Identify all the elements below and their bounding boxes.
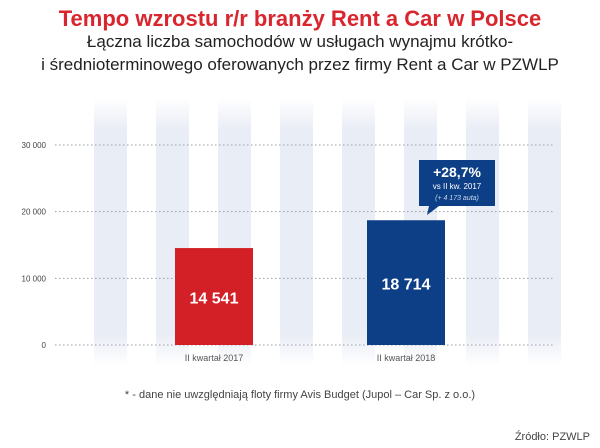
growth-callout: +28,7% vs II kw. 2017 (+ 4 173 auta): [419, 160, 495, 215]
chart-subtitle-line1: Łączna liczba samochodów w usługach wyna…: [86, 32, 514, 51]
y-axis-ticks: 0 10 000 20 000 30 000: [22, 141, 47, 350]
y-tick-label: 30 000: [22, 141, 47, 150]
gridlines: [55, 144, 555, 346]
bars: 14 541 18 714: [175, 220, 445, 345]
source-note: Źródło: PZWLP: [514, 431, 590, 443]
footnote: * - dane nie uwzględniają floty firmy Av…: [124, 389, 476, 401]
background-stripe: [280, 98, 313, 366]
y-tick-label: 20 000: [22, 208, 47, 217]
y-tick-label: 0: [42, 341, 47, 350]
bar-value-label: 14 541: [190, 291, 239, 308]
growth-percent: +28,7%: [433, 164, 481, 180]
chart-title: Tempo wzrostu r/r branży Rent a Car w Po…: [58, 6, 542, 31]
background-stripe: [528, 98, 561, 366]
background-stripe: [466, 98, 499, 366]
x-tick-label: II kwartał 2018: [377, 353, 436, 363]
callout-box: [419, 160, 495, 215]
chart-subtitle-line2: i średnioterminowego oferowanych przez f…: [41, 55, 559, 74]
x-tick-label: II kwartał 2017: [185, 353, 244, 363]
growth-absolute: (+ 4 173 auta): [435, 195, 479, 202]
bar-value-label: 18 714: [382, 277, 431, 294]
background-stripe: [94, 98, 127, 366]
x-axis-ticks: II kwartał 2017 II kwartał 2018: [185, 353, 436, 363]
background-stripes: [94, 98, 561, 366]
y-tick-label: 10 000: [22, 274, 47, 283]
growth-comparison: vs II kw. 2017: [433, 182, 482, 191]
bar: [175, 248, 253, 345]
bar: [367, 220, 445, 345]
